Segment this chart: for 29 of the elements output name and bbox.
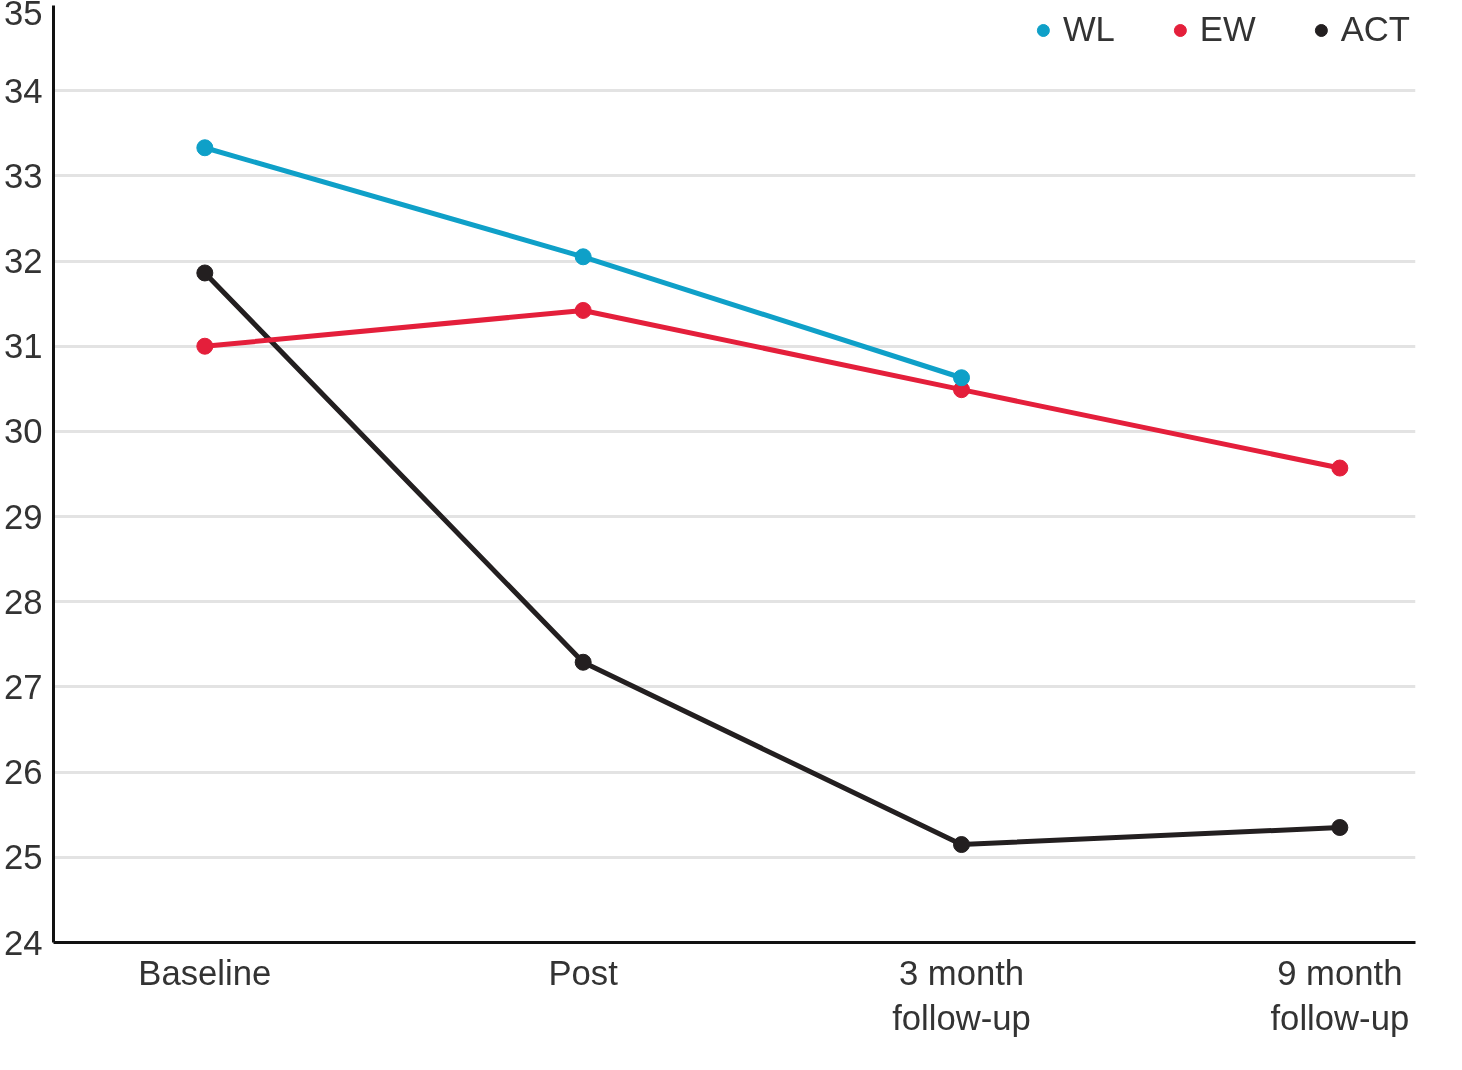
point — [196, 139, 214, 157]
x-tick-label: 3 month follow-up — [892, 953, 1031, 1038]
point — [1331, 819, 1349, 836]
y-tick-label: 31 — [3, 327, 43, 366]
x-tick-label: Post — [548, 953, 619, 992]
y-tick-label: 24 — [3, 923, 43, 962]
y-tick-label: 32 — [3, 242, 43, 281]
point — [953, 369, 970, 387]
point — [196, 264, 214, 282]
y-tick-label: 33 — [3, 156, 43, 195]
point — [953, 836, 970, 854]
y-tick-label: 30 — [3, 412, 43, 451]
y-tick-label: 26 — [3, 753, 43, 792]
point — [574, 248, 592, 266]
x-tick-label: Baseline — [138, 953, 272, 992]
legend-label: ACT — [1340, 10, 1410, 49]
x-tick-label: 9 month follow-up — [1270, 953, 1410, 1038]
point — [574, 301, 592, 319]
y-tick-label: 25 — [3, 838, 43, 877]
legend-label: EW — [1199, 10, 1256, 49]
y-tick-label: 27 — [3, 667, 43, 706]
legend-label: WL — [1062, 10, 1115, 49]
point — [574, 653, 592, 671]
y-tick-label: 35 — [3, 0, 43, 32]
y-tick-label: 28 — [3, 582, 43, 621]
point — [196, 337, 214, 355]
y-tick-label: 34 — [3, 71, 43, 110]
point — [1331, 459, 1349, 477]
y-tick-label: 29 — [3, 497, 43, 536]
